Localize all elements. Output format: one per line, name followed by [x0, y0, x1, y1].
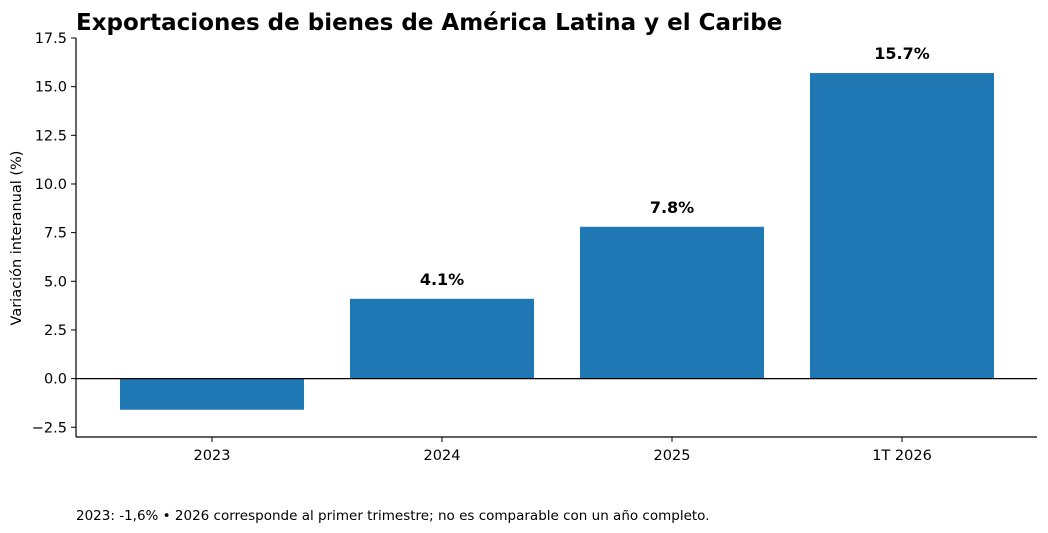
x-tick-label-0: 2023 [194, 448, 231, 464]
x-tick-label-1: 2024 [424, 448, 461, 464]
y-tick-label-2: 2.5 [44, 323, 67, 339]
y-tick-label-1: 0.0 [44, 372, 67, 388]
footnote: 2023: -1,6% • 2026 corresponde al primer… [76, 508, 710, 524]
y-axis-label: Variación interanual (%) [9, 151, 25, 326]
data-labels-layer: 4.1% 7.8% 15.7% [420, 44, 930, 289]
data-label-2: 7.8% [650, 198, 694, 217]
bar-chart: Exportaciones de bienes de América Latin… [9, 10, 1037, 464]
bar-2 [580, 226, 764, 379]
y-tick-label-8: 17.5 [35, 31, 67, 47]
y-tick-label-7: 15.0 [35, 80, 67, 96]
bar-0 [120, 378, 304, 410]
data-label-3: 15.7% [874, 44, 930, 63]
x-tick-label-2: 2025 [654, 448, 691, 464]
bar-3 [810, 73, 994, 379]
y-tick-label-6: 12.5 [35, 128, 67, 144]
y-tick-label-0: −2.5 [32, 420, 67, 436]
axes-layer: −2.5 0.0 2.5 5.0 7.5 10.0 12.5 15.0 17.5 2023 2024… [32, 31, 1037, 464]
x-tick-label-3: 1T 2026 [872, 448, 932, 464]
y-tick-label-4: 7.5 [44, 226, 67, 242]
y-tick-label-5: 10.0 [35, 177, 67, 193]
data-label-1: 4.1% [420, 270, 464, 289]
bars-layer [120, 73, 994, 410]
chart-title: Exportaciones de bienes de América Latin… [76, 10, 782, 36]
y-tick-label-3: 5.0 [44, 274, 67, 290]
bar-1 [350, 298, 534, 379]
